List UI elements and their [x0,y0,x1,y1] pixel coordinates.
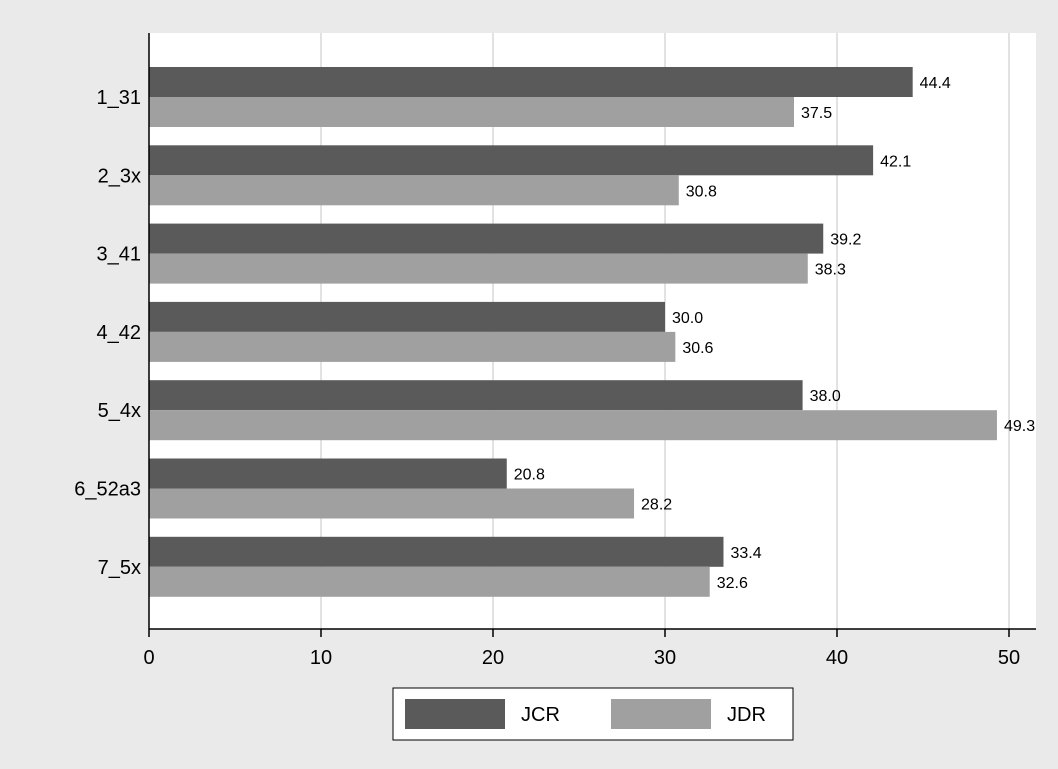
x-tick-label: 10 [310,647,332,669]
x-tick-label: 20 [482,647,504,669]
data-label-jdr-1_31: 37.5 [801,105,832,122]
y-tick-label: 4_42 [97,322,142,344]
data-label-jdr-3_41: 38.3 [815,262,846,279]
x-tick-label: 50 [998,647,1020,669]
data-label-jdr-6_52a3: 28.2 [641,497,672,514]
bar-jcr-6_52a3 [149,458,507,489]
data-label-jcr-1_31: 44.4 [920,75,951,92]
x-tick-label: 40 [826,647,848,669]
bar-jcr-2_3x [149,145,874,176]
legend-swatch-jdr [611,699,711,729]
y-tick-label: 1_31 [97,87,142,109]
bar-jdr-5_4x [149,410,997,441]
bar-jcr-3_41 [149,223,824,254]
bar-jcr-5_4x [149,380,803,411]
bar-jcr-4_42 [149,301,665,332]
bar-jdr-1_31 [149,97,794,127]
y-tick-label: 7_5x [98,557,141,579]
data-label-jdr-7_5x: 32.6 [717,575,748,592]
y-tick-label: 3_41 [97,244,142,266]
bar-jcr-7_5x [149,536,724,567]
data-label-jdr-2_3x: 30.8 [686,183,717,200]
data-label-jdr-4_42: 30.6 [682,340,713,357]
bar-jdr-6_52a3 [149,488,635,519]
x-tick-label: 30 [654,647,676,669]
bar-jdr-4_42 [149,331,676,362]
legend-label-jcr: JCR [521,704,560,726]
y-tick-label: 2_3x [98,165,141,187]
bar-jcr-1_31 [149,67,913,97]
y-tick-label: 5_4x [98,400,141,422]
data-label-jcr-3_41: 39.2 [830,232,861,249]
data-label-jdr-5_4x: 49.3 [1004,418,1035,435]
data-label-jcr-4_42: 30.0 [672,310,703,327]
bar-jdr-2_3x [149,175,679,206]
data-label-jcr-2_3x: 42.1 [880,153,911,170]
data-label-jcr-5_4x: 38.0 [810,388,841,405]
legend-swatch-jcr [405,699,505,729]
bar-jdr-7_5x [149,566,710,597]
data-label-jcr-6_52a3: 20.8 [514,467,545,484]
y-tick-label: 6_52a3 [74,479,141,501]
x-tick-label: 0 [143,647,154,669]
legend-label-jdr: JDR [727,704,766,726]
data-label-jcr-7_5x: 33.4 [730,545,761,562]
bar-jdr-3_41 [149,253,808,284]
